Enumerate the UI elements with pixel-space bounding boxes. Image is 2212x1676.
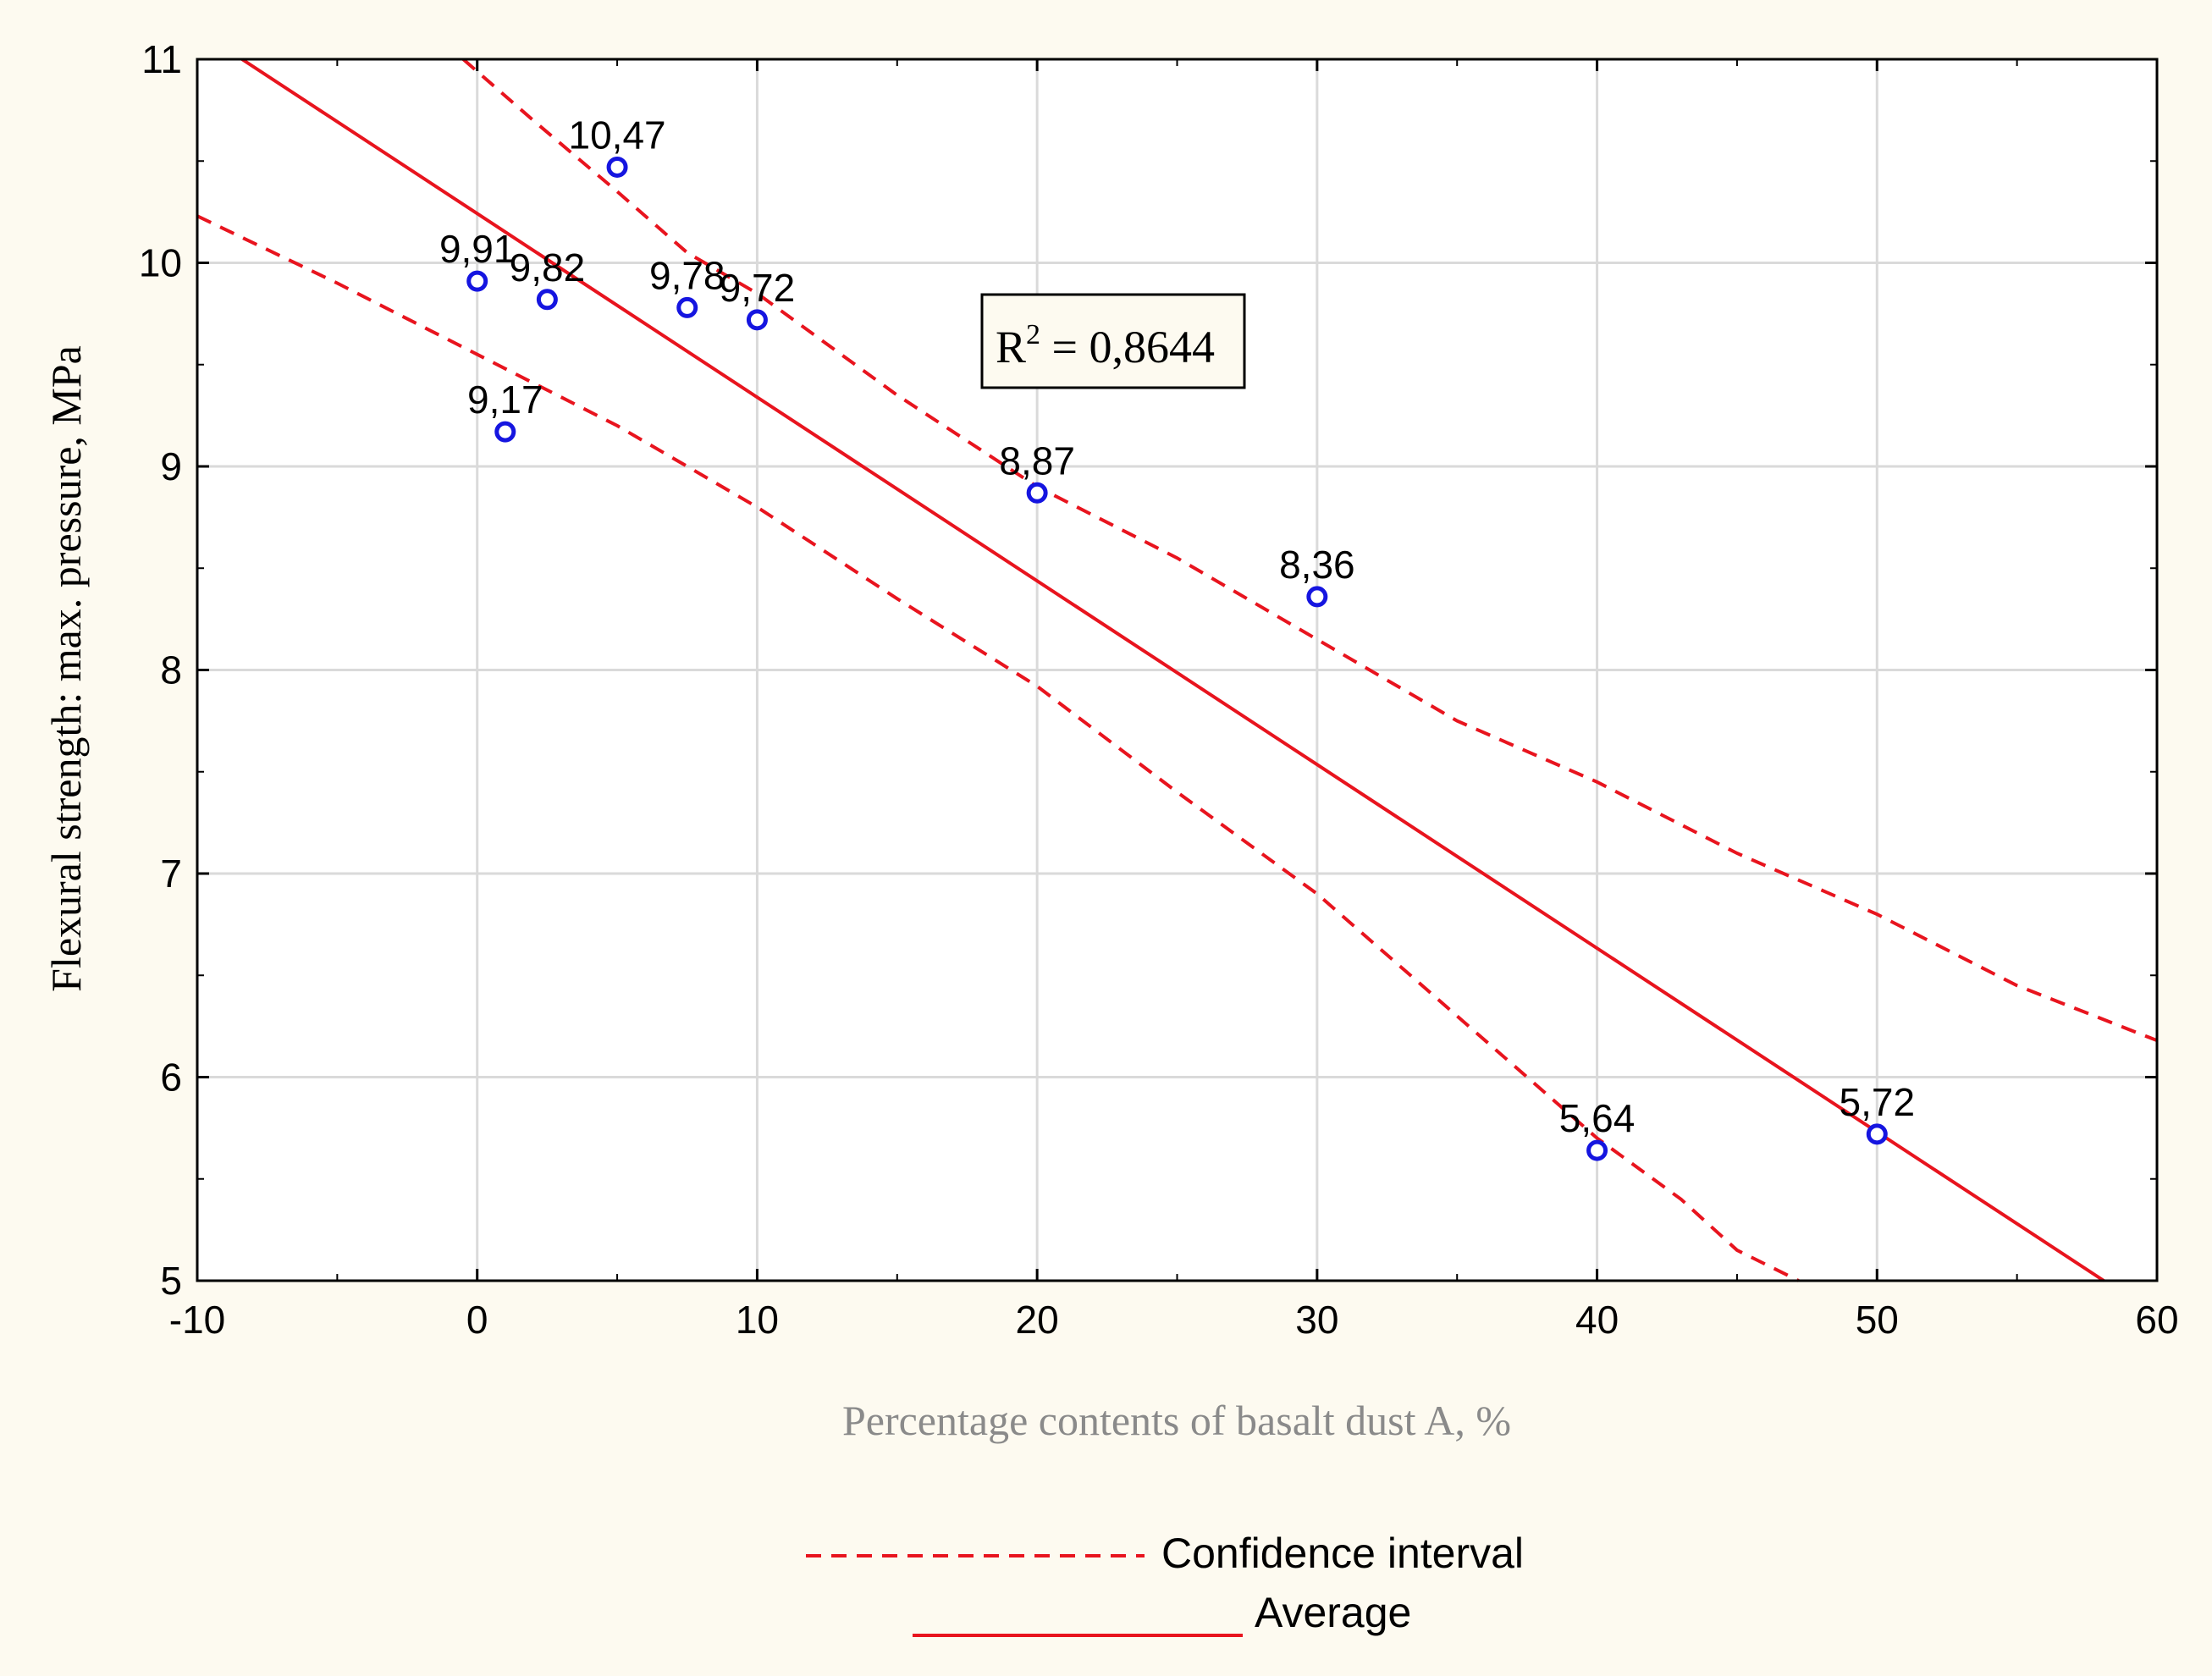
ci-lower-line	[196, 214, 1800, 1282]
legend-label-confidence: Confidence interval	[1161, 1530, 1524, 1577]
x-tick-label: 50	[1856, 1298, 1899, 1342]
x-axis-title: Percentage contents of basalt dust A, %	[842, 1397, 1511, 1444]
legend: Confidence interval Average	[806, 1530, 1524, 1637]
data-point	[1866, 1123, 1888, 1145]
y-tick-label: 11	[141, 37, 182, 81]
x-tick-label: 60	[2135, 1298, 2178, 1342]
y-tick-label: 7	[160, 852, 182, 896]
r2-box	[980, 293, 1246, 389]
data-points	[466, 156, 1888, 1161]
data-point	[606, 156, 628, 178]
data-label: 9,91	[439, 227, 516, 271]
ci-upper-line	[461, 58, 2158, 1043]
plot-area: 9,91 9,17 9,82 10,47 9,789,72 8,87 8,36 5,64 5,7…	[196, 58, 2159, 1282]
x-tick-label: 30	[1295, 1298, 1338, 1342]
r2-superscript: 2	[1026, 319, 1040, 350]
x-tick-label: 20	[1016, 1298, 1059, 1342]
grid	[197, 59, 2157, 1281]
data-label: 5,64	[1559, 1096, 1636, 1140]
y-tick-label: 5	[160, 1259, 182, 1303]
legend-label-average: Average	[1255, 1589, 1411, 1636]
data-point	[746, 309, 768, 331]
data-point	[536, 289, 558, 311]
data-label: 9,72	[720, 266, 796, 310]
r2-value: = 0,8644	[1040, 322, 1215, 372]
data-label: 8,36	[1279, 543, 1355, 587]
data-point	[1306, 586, 1328, 608]
y-axis-title: Flexural strength: max. pressure, MPa	[42, 345, 90, 992]
data-label: 5,72	[1840, 1080, 1916, 1124]
y-tick-label: 10	[139, 241, 182, 285]
data-label: 9,78	[649, 253, 725, 297]
y-tick-label: 6	[160, 1056, 182, 1100]
data-point	[676, 296, 698, 318]
data-point	[494, 421, 516, 443]
tick-labels: -10 0 10 20 30 40 50 60 5 6 7 8 9 10 11	[139, 37, 2179, 1342]
x-tick-label: 40	[1575, 1298, 1619, 1342]
data-point	[1586, 1139, 1608, 1161]
data-point	[466, 270, 488, 292]
x-tick-label: -10	[169, 1298, 225, 1342]
r2-label: R2 = 0,8644	[996, 319, 1215, 372]
data-label: 10,47	[569, 113, 666, 157]
data-point	[1026, 482, 1048, 504]
data-label: 9,82	[510, 245, 586, 289]
data-labels: 9,91 9,17 9,82 10,47 9,789,72 8,87 8,36 5,64 5,7…	[439, 113, 1915, 1140]
x-tick-label: 10	[736, 1298, 779, 1342]
y-tick-label: 8	[160, 648, 182, 692]
y-tick-label: 9	[160, 444, 182, 488]
x-tick-label: 0	[466, 1298, 488, 1342]
r2-base: R	[996, 322, 1026, 372]
data-label: 9,17	[467, 378, 543, 422]
series-lines	[196, 58, 2158, 1282]
data-label: 8,87	[999, 438, 1075, 482]
average-fit-line	[240, 58, 2105, 1282]
r2-annotation: R2 = 0,8644	[980, 293, 1246, 389]
axis-ticks	[196, 58, 2159, 1282]
